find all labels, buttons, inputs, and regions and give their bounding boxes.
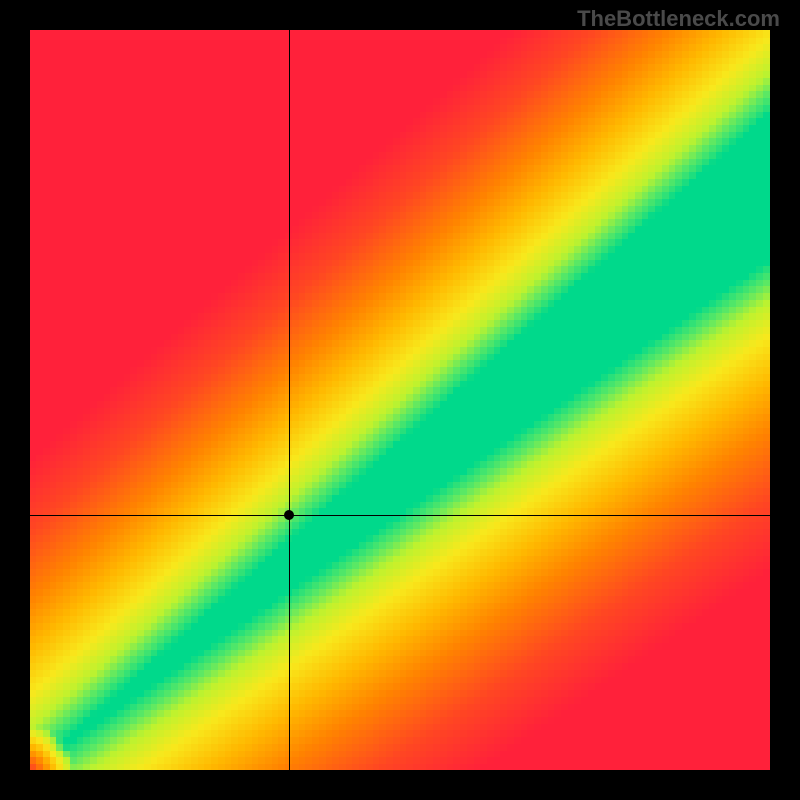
heatmap-canvas: [30, 30, 770, 770]
crosshair-vertical: [289, 30, 290, 770]
data-point-marker: [284, 510, 294, 520]
watermark-text: TheBottleneck.com: [577, 6, 780, 32]
chart-container: TheBottleneck.com: [0, 0, 800, 800]
crosshair-horizontal: [30, 515, 770, 516]
plot-area: [30, 30, 770, 770]
